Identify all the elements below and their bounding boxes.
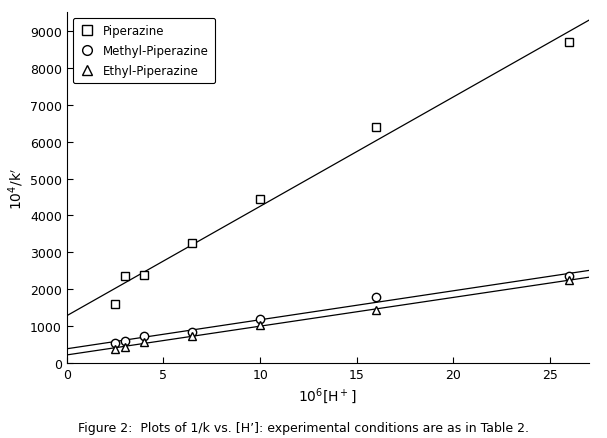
X-axis label: $10^6$[H$^+$]: $10^6$[H$^+$] (299, 385, 357, 405)
Text: Figure 2:  Plots of 1/k vs. [H’]: experimental conditions are as in Table 2.: Figure 2: Plots of 1/k vs. [H’]: experim… (78, 420, 529, 434)
Y-axis label: $10^4$/k$'$: $10^4$/k$'$ (6, 167, 25, 209)
Legend: Piperazine, Methyl-Piperazine, Ethyl-Piperazine: Piperazine, Methyl-Piperazine, Ethyl-Pip… (73, 19, 215, 84)
